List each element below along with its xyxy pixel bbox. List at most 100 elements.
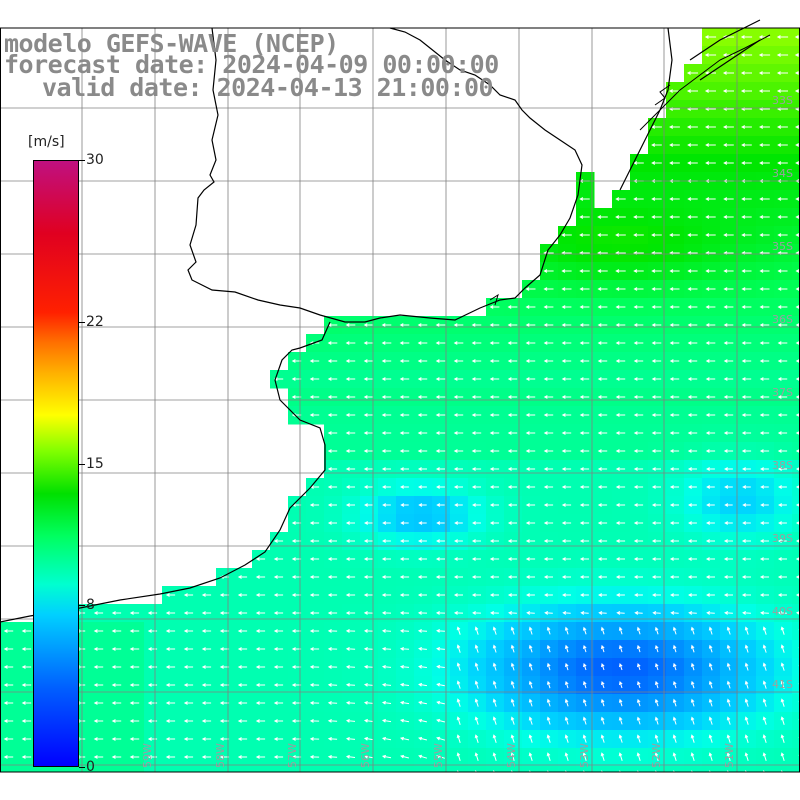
wind-arrow	[418, 485, 427, 489]
wind-arrow	[669, 449, 680, 453]
wind-arrow	[525, 323, 536, 327]
wind-arrow	[777, 557, 787, 561]
wind-arrow	[327, 485, 338, 489]
wind-arrow	[526, 611, 535, 615]
wind-arrow	[741, 215, 752, 219]
wind-arrow	[564, 680, 569, 689]
wind-arrow	[670, 611, 679, 615]
wind-arrow	[634, 593, 643, 597]
wind-arrow	[579, 539, 590, 543]
wind-arrow	[669, 521, 679, 525]
wind-arrow	[561, 485, 572, 489]
wind-cell	[216, 766, 235, 773]
wind-arrow	[345, 611, 356, 615]
wind-arrow	[687, 449, 698, 453]
title-forecast-date: forecast date: 2024-04-09 00:00:00	[4, 50, 499, 79]
wind-arrow	[615, 467, 626, 471]
wind-arrow	[456, 752, 461, 761]
wind-arrow	[688, 485, 697, 489]
wind-arrow	[795, 413, 800, 417]
wind-arrow	[776, 35, 789, 39]
wind-arrow	[636, 698, 641, 707]
wind-arrow	[418, 646, 427, 651]
wind-arrow	[777, 341, 788, 345]
wind-arrow	[417, 593, 427, 597]
wind-arrow	[762, 752, 767, 761]
wind-arrow	[705, 287, 716, 291]
wind-arrow	[309, 719, 320, 723]
wind-arrow	[546, 644, 551, 653]
wind-arrow	[687, 143, 698, 147]
wind-arrow	[345, 323, 356, 327]
wind-arrow	[672, 752, 677, 761]
wind-arrow	[795, 593, 800, 597]
wind-arrow	[436, 539, 445, 543]
wind-arrow	[672, 698, 677, 707]
wind-arrow	[327, 341, 338, 345]
wind-arrow	[327, 629, 338, 633]
wind-arrow	[600, 752, 605, 761]
wind-arrow	[561, 359, 572, 363]
wind-arrow	[273, 665, 284, 669]
wind-arrow	[669, 485, 679, 489]
wind-arrow	[381, 359, 392, 363]
wind-arrow	[111, 665, 122, 669]
wind-arrow	[615, 539, 626, 543]
wind-arrow	[489, 557, 500, 561]
wind-arrow	[597, 377, 608, 381]
wind-arrow	[381, 736, 392, 741]
wind-arrow	[543, 341, 554, 345]
wind-arrow	[309, 395, 320, 399]
wind-arrow	[255, 647, 266, 651]
wind-arrow	[345, 431, 356, 435]
wind-arrow	[471, 467, 482, 471]
wind-arrow	[309, 647, 320, 651]
wind-arrow	[686, 71, 698, 75]
wind-arrow	[744, 752, 749, 761]
wind-arrow	[687, 575, 697, 579]
wind-arrow	[345, 485, 355, 489]
wind-arrow	[21, 755, 32, 759]
wind-arrow	[291, 773, 302, 777]
wind-arrow	[740, 89, 752, 93]
wind-arrow	[21, 719, 32, 723]
wind-cell	[792, 280, 800, 299]
wind-arrow	[381, 754, 392, 759]
wind-arrow	[579, 485, 590, 489]
wind-arrow	[759, 413, 770, 417]
wind-arrow	[579, 557, 589, 561]
wind-arrow	[255, 737, 266, 741]
wind-arrow	[237, 665, 248, 669]
wind-arrow	[345, 647, 356, 651]
wind-arrow	[688, 521, 697, 525]
wind-arrow	[418, 664, 427, 669]
wind-arrow	[418, 772, 428, 777]
wind-arrow	[687, 467, 697, 471]
wind-arrow	[795, 125, 800, 129]
wind-arrow	[525, 557, 536, 561]
wind-arrow	[417, 467, 427, 471]
wind-arrow	[579, 575, 589, 579]
wind-arrow	[795, 341, 800, 345]
wind-arrow	[327, 503, 337, 507]
wind-arrow	[399, 718, 410, 723]
wind-arrow	[543, 287, 554, 291]
longitude-label: 57W	[286, 743, 299, 768]
wind-arrow	[399, 647, 410, 651]
wind-arrow	[417, 341, 428, 345]
wind-arrow	[561, 305, 572, 309]
wind-arrow	[525, 395, 536, 399]
wind-arrow	[363, 682, 374, 687]
wind-arrow	[597, 341, 608, 345]
wind-arrow	[528, 734, 533, 743]
wind-arrow	[780, 662, 785, 671]
wind-arrow	[723, 413, 734, 417]
wind-arrow	[436, 736, 446, 741]
wind-arrow	[579, 449, 590, 453]
wind-arrow	[564, 626, 569, 635]
wind-arrow	[564, 698, 569, 707]
wind-arrow	[795, 611, 800, 615]
wind-arrow	[201, 647, 212, 651]
wind-arrow	[273, 629, 284, 633]
wind-arrow	[507, 467, 518, 471]
